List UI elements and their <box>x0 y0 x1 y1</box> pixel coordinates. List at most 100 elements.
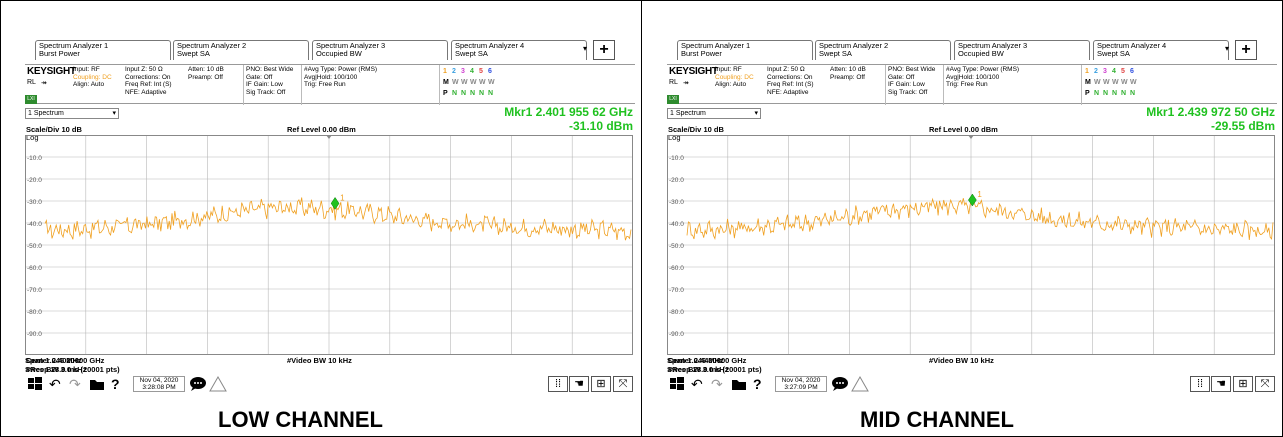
tab-analyzer-1[interactable]: Spectrum Analyzer 1 Burst Power <box>35 40 171 60</box>
rl-label: RL <box>27 79 36 86</box>
info-line: Freq Ref: Int (S) <box>767 81 814 88</box>
video-bandwidth: #Video BW 10 kHz <box>287 356 352 365</box>
spectrum-plot[interactable]: -10.0 -20.0 -30.0 -40.0 -50.0 -60.0 -70.0 -80.0… <box>667 135 1275 355</box>
panel-divider <box>641 0 642 437</box>
zoom-icon[interactable]: ⤧ <box>1255 376 1275 392</box>
trace-detector: N <box>1103 90 1109 97</box>
time-text: 3:28:08 PM <box>142 384 176 391</box>
input-settings: Input: RF Coupling: DC Align: Auto <box>73 66 112 89</box>
view-select[interactable]: 1 Spectrum ▾ <box>667 108 761 119</box>
log-label: Log <box>668 133 681 142</box>
trace-detector: N <box>488 90 494 97</box>
attenuation-settings: Atten: 10 dB Preamp: Off <box>830 66 866 81</box>
panel-mid-channel: Spectrum Analyzer 1 Burst Power Spectrum … <box>642 0 1283 437</box>
date-time: Nov 04, 2020 3:27:09 PM <box>775 376 827 392</box>
warning-icon[interactable] <box>851 375 869 395</box>
tab-analyzer-3[interactable]: Spectrum Analyzer 3 Occupied BW <box>954 40 1090 60</box>
tab-dropdown-icon[interactable]: ▾ <box>583 44 588 53</box>
marker-diamond <box>968 193 977 207</box>
tab-dropdown-icon[interactable]: ▾ <box>1225 44 1230 53</box>
center-frequency: Center 2.4020000 GHz <box>26 356 105 365</box>
chat-icon[interactable] <box>831 376 849 395</box>
view-select[interactable]: 1 Spectrum ▾ <box>25 108 119 119</box>
redo-icon[interactable]: ↷ <box>711 376 723 392</box>
span: Span 1.046 MHz <box>667 356 724 365</box>
tab-analyzer-1[interactable]: Spectrum Analyzer 1 Burst Power <box>677 40 813 60</box>
tab-analyzer-2[interactable]: Spectrum Analyzer 2 Swept SA <box>815 40 951 60</box>
chevron-down-icon: ▾ <box>754 110 758 117</box>
y-tick-label: -30.0 <box>27 199 42 206</box>
windows-icon[interactable] <box>669 376 685 395</box>
tab-analyzer-2[interactable]: Spectrum Analyzer 2 Swept SA <box>173 40 309 60</box>
trace-detector: N <box>1094 90 1100 97</box>
help-icon[interactable]: ? <box>111 376 120 392</box>
channel-caption: LOW CHANNEL <box>218 407 383 432</box>
trace-num: 2 <box>452 68 456 75</box>
help-icon[interactable]: ? <box>753 376 762 392</box>
tab-subtitle: Occupied BW <box>316 49 362 58</box>
info-line: Input: RF <box>73 66 100 73</box>
marker-table-icon[interactable]: ⁞⁞ <box>548 376 568 392</box>
span: Span 1.046 MHz <box>25 356 82 365</box>
touch-icon[interactable]: ☚ <box>569 376 589 392</box>
trace-detector: N <box>479 90 485 97</box>
multi-view-icon[interactable]: ⊞ <box>1233 376 1253 392</box>
touch-icon[interactable]: ☚ <box>1211 376 1231 392</box>
tab-title: Spectrum Analyzer 2 <box>819 41 889 50</box>
settings-panel[interactable]: KEYSIGHT RL ↠ LXI Input: RF Coupling: DC… <box>667 64 1277 105</box>
info-line: PNO: Best Wide <box>246 66 294 73</box>
folder-icon[interactable] <box>731 376 747 395</box>
tab-title: Spectrum Analyzer 1 <box>39 41 109 50</box>
info-line: Atten: 10 dB <box>188 66 224 73</box>
chat-icon[interactable] <box>189 376 207 395</box>
lxi-icon: LXI <box>25 95 37 104</box>
view-select-label: 1 Spectrum <box>670 110 706 117</box>
date-time: Nov 04, 2020 3:28:08 PM <box>133 376 185 392</box>
y-tick-label: -30.0 <box>669 199 684 206</box>
separator <box>943 65 944 105</box>
warning-icon[interactable] <box>209 375 227 395</box>
trace-mode: W <box>452 79 459 86</box>
marker-table-icon[interactable]: ⁞⁞ <box>1190 376 1210 392</box>
channel-caption: MID CHANNEL <box>860 407 1014 432</box>
undo-icon[interactable]: ↶ <box>49 376 61 392</box>
input-settings: Input: RF Coupling: DC Align: Auto <box>715 66 754 89</box>
info-line: Avg|Hold: 100/100 <box>304 73 358 81</box>
add-tab-button[interactable]: + <box>593 40 615 60</box>
info-line: IF Gain: Low <box>888 81 925 88</box>
taskbar: ↶ ↷ ? Nov 04, 2020 3:27:09 PM ⁞⁞ ☚ ⊞ ⤧ <box>667 375 1277 395</box>
correction-settings: Input Z: 50 Ω Corrections: On Freq Ref: … <box>767 66 814 96</box>
add-tab-button[interactable]: + <box>1235 40 1257 60</box>
view-bar: 1 Spectrum ▾ Mkr1 2.439 972 50 GHz -29.55… <box>667 105 1277 133</box>
input-arrow-icon: ↠ <box>683 80 689 87</box>
ref-level: Ref Level 0.00 dBm <box>287 125 356 134</box>
date-text: Nov 04, 2020 <box>139 377 179 384</box>
y-tick-label: -90.0 <box>27 331 42 338</box>
undo-icon[interactable]: ↶ <box>691 376 703 392</box>
trace-detector: N <box>1121 90 1127 97</box>
tab-analyzer-4[interactable]: Spectrum Analyzer 4 Swept SA <box>451 40 587 60</box>
multi-view-icon[interactable]: ⊞ <box>591 376 611 392</box>
trace-mode: W <box>479 79 486 86</box>
tab-subtitle: Swept SA <box>819 49 852 58</box>
tab-subtitle: Occupied BW <box>958 49 1004 58</box>
lxi-icon: LXI <box>667 95 679 104</box>
tab-analyzer-3[interactable]: Spectrum Analyzer 3 Occupied BW <box>312 40 448 60</box>
redo-icon[interactable]: ↷ <box>69 376 81 392</box>
y-tick-label: -70.0 <box>27 287 42 294</box>
settings-panel[interactable]: KEYSIGHT RL ↠ LXI Input: RF Coupling: DC… <box>25 64 635 105</box>
spectrum-plot[interactable]: -10.0 -20.0 -30.0 -40.0 -50.0 -60.0 -70.0 -80.0… <box>25 135 633 355</box>
trace-mode: W <box>470 79 477 86</box>
windows-icon[interactable] <box>27 376 43 395</box>
y-tick-label: -70.0 <box>669 287 684 294</box>
zoom-icon[interactable]: ⤧ <box>613 376 633 392</box>
tab-analyzer-4[interactable]: Spectrum Analyzer 4 Swept SA <box>1093 40 1229 60</box>
folder-icon[interactable] <box>89 376 105 395</box>
tab-title: Spectrum Analyzer 4 <box>1097 41 1167 50</box>
separator <box>439 65 440 105</box>
trace-num: 4 <box>1112 68 1116 75</box>
